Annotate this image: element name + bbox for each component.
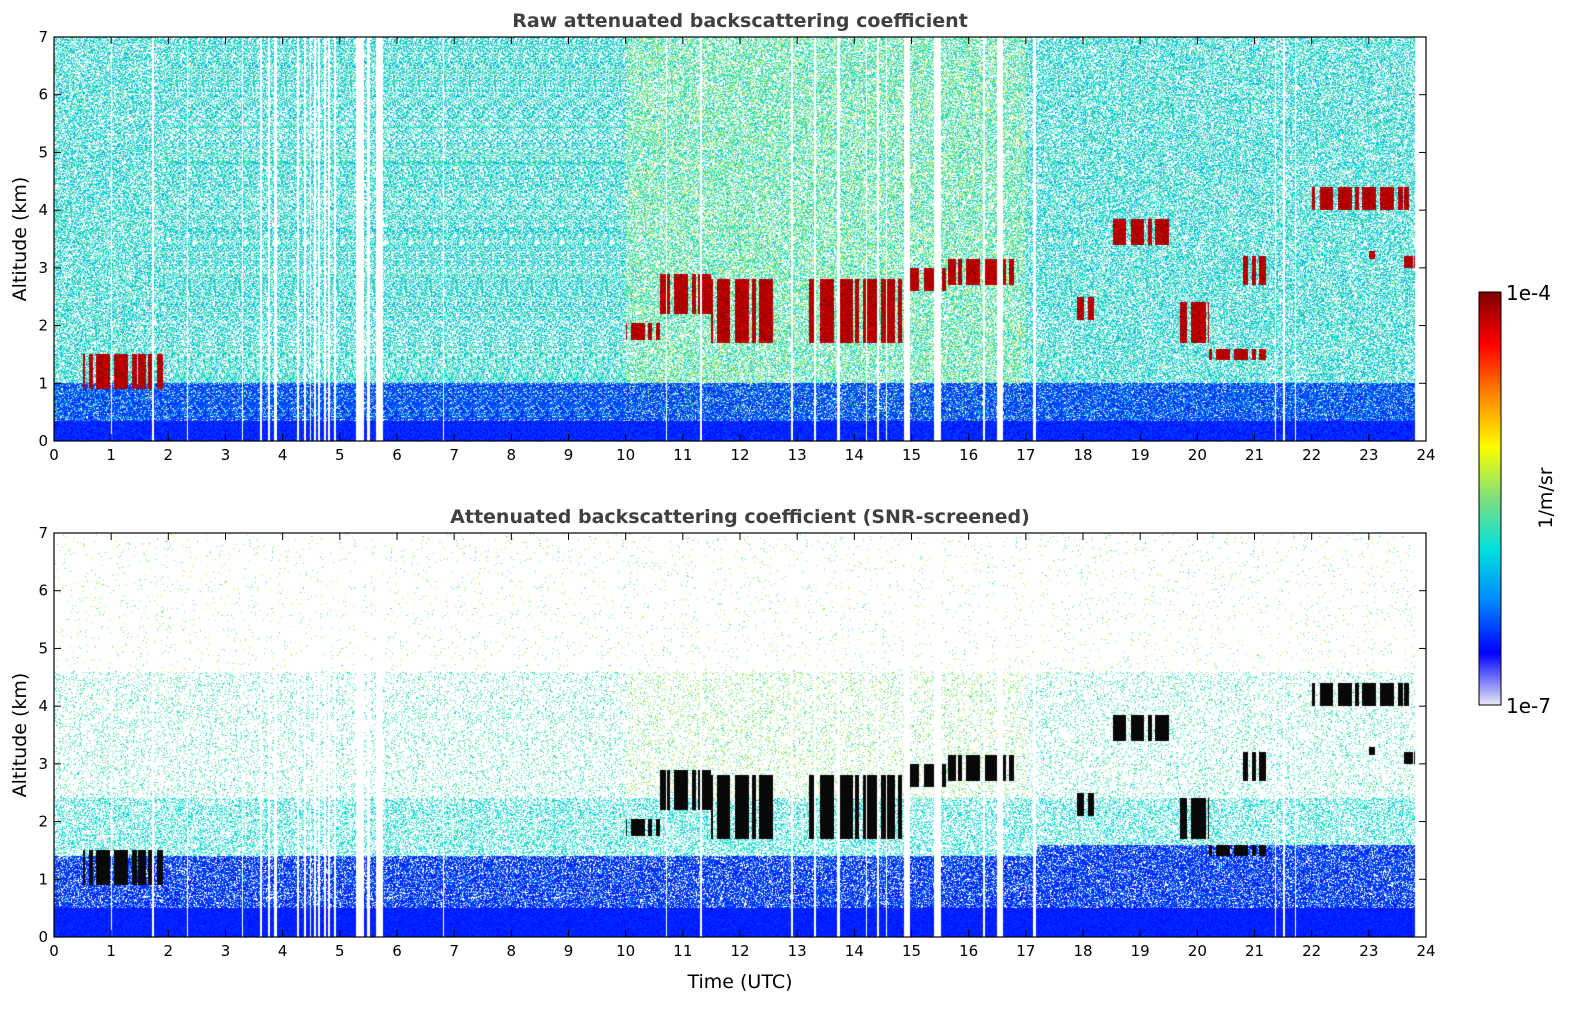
x-tick-label: 20 (1188, 942, 1207, 960)
x-tick-label: 4 (278, 942, 288, 960)
colorbar-max-label: 1e-4 (1506, 281, 1551, 305)
x-tick-label: 21 (1245, 942, 1264, 960)
x-tick-label: 5 (335, 446, 345, 464)
y-tick-label: 2 (38, 813, 48, 831)
x-tick-label: 9 (564, 446, 574, 464)
top-plot-frame (53, 36, 1427, 442)
x-tick-label: 12 (730, 446, 749, 464)
y-tick-label: 1 (38, 374, 48, 392)
x-tick-label: 5 (335, 942, 345, 960)
x-tick-label: 3 (221, 942, 231, 960)
x-tick-label: 8 (507, 942, 517, 960)
x-tick-label: 2 (164, 446, 174, 464)
bottom-y-axis-label: Altitude (km) (9, 673, 31, 798)
y-tick-label: 6 (38, 582, 48, 600)
x-tick-label: 20 (1188, 446, 1207, 464)
colorbar-unit-label: 1/m/sr (1535, 467, 1557, 528)
x-tick-label: 2 (164, 942, 174, 960)
x-tick-label: 13 (788, 446, 807, 464)
x-tick-label: 22 (1302, 942, 1321, 960)
x-tick-label: 15 (902, 942, 921, 960)
x-tick-label: 22 (1302, 446, 1321, 464)
x-tick-label: 18 (1073, 446, 1092, 464)
x-tick-label: 11 (673, 942, 692, 960)
x-tick-label: 3 (221, 446, 231, 464)
x-tick-label: 21 (1245, 446, 1264, 464)
x-tick-label: 10 (616, 446, 635, 464)
bottom-x-axis: 0 1 2 3 4 5 6 7 8 9 10 11 12 13 14 15 16 17 18 19 20 21 22 23 24 (49, 533, 1436, 960)
y-tick-label: 4 (38, 201, 48, 219)
y-tick-label: 7 (38, 28, 48, 46)
raw-backscatter-heatmap (54, 37, 1426, 441)
y-tick-label: 4 (38, 697, 48, 715)
x-tick-label: 24 (1416, 942, 1435, 960)
x-tick-label: 4 (278, 446, 288, 464)
x-tick-label: 0 (49, 446, 59, 464)
x-tick-label: 7 (449, 446, 459, 464)
y-tick-label: 5 (38, 143, 48, 161)
y-tick-label: 3 (38, 259, 48, 277)
x-tick-label: 23 (1359, 446, 1378, 464)
y-tick-label: 6 (38, 86, 48, 104)
x-tick-label: 19 (1131, 446, 1150, 464)
colorbar-frame (1478, 291, 1502, 706)
x-tick-label: 17 (1016, 446, 1035, 464)
y-tick-label: 0 (38, 432, 48, 450)
x-tick-label: 18 (1073, 942, 1092, 960)
x-tick-label: 19 (1131, 942, 1150, 960)
x-tick-label: 9 (564, 942, 574, 960)
x-tick-label: 14 (845, 942, 864, 960)
bottom-chart-title: Attenuated backscattering coefficient (S… (450, 506, 1030, 528)
x-tick-label: 24 (1416, 446, 1435, 464)
x-tick-label: 6 (392, 446, 402, 464)
x-tick-label: 6 (392, 942, 402, 960)
x-tick-label: 16 (959, 446, 978, 464)
y-tick-label: 0 (38, 928, 48, 946)
x-tick-label: 15 (902, 446, 921, 464)
y-tick-label: 5 (38, 639, 48, 657)
x-tick-label: 17 (1016, 942, 1035, 960)
x-tick-label: 13 (788, 942, 807, 960)
x-tick-label: 1 (106, 446, 116, 464)
x-axis-label: Time (UTC) (686, 971, 792, 993)
x-tick-label: 1 (106, 942, 116, 960)
top-y-axis: 0 1 2 3 4 5 6 7 (38, 28, 1426, 450)
top-chart-title: Raw attenuated backscattering coefficien… (512, 10, 968, 32)
x-tick-label: 8 (507, 446, 517, 464)
top-y-axis-label: Altitude (km) (9, 177, 31, 302)
x-tick-label: 23 (1359, 942, 1378, 960)
y-tick-label: 2 (38, 317, 48, 335)
top-panel: Raw attenuated backscattering coefficien… (9, 10, 1436, 464)
bottom-plot-frame (53, 532, 1427, 938)
top-x-axis: 0 1 2 3 4 5 6 7 8 9 10 11 12 13 14 15 16 17 18 19 20 21 22 23 24 (49, 37, 1436, 464)
x-tick-label: 16 (959, 942, 978, 960)
bottom-y-axis: 0 1 2 3 4 5 6 7 (38, 524, 1426, 946)
x-tick-label: 14 (845, 446, 864, 464)
y-tick-label: 3 (38, 755, 48, 773)
bottom-panel: Attenuated backscattering coefficient (S… (9, 506, 1436, 993)
y-tick-label: 7 (38, 524, 48, 542)
y-tick-label: 1 (38, 870, 48, 888)
snr-screened-backscatter-heatmap (54, 533, 1426, 937)
x-tick-label: 12 (730, 942, 749, 960)
colorbar: 1e-4 1e-7 1/m/sr (1478, 281, 1557, 718)
colorbar-min-label: 1e-7 (1506, 694, 1551, 718)
colorbar-gradient (1479, 292, 1501, 705)
x-tick-label: 11 (673, 446, 692, 464)
x-tick-label: 7 (449, 942, 459, 960)
x-tick-label: 10 (616, 942, 635, 960)
x-tick-label: 0 (49, 942, 59, 960)
